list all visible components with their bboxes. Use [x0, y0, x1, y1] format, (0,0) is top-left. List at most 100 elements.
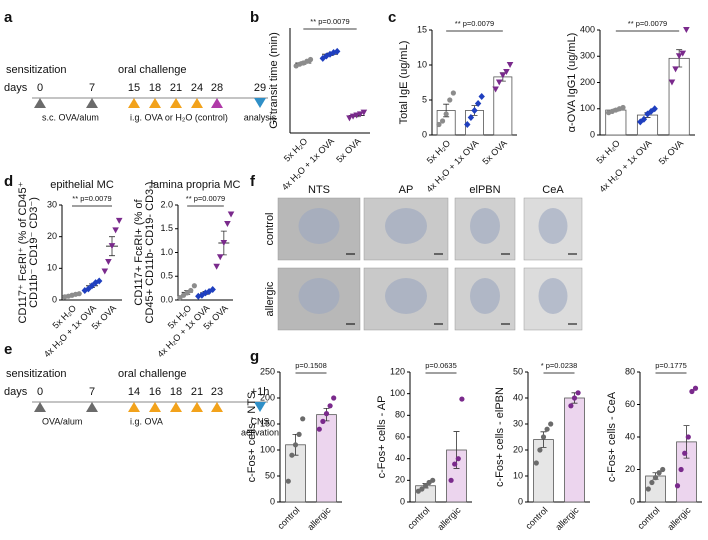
y-tick-label: 15 [417, 24, 427, 34]
y-tick-label: 0 [270, 496, 275, 506]
data-point [202, 289, 209, 297]
y-tick-label: 100 [390, 388, 405, 398]
data-point [575, 390, 581, 396]
category-label: control [635, 505, 661, 531]
category-label: 5x OVA [334, 136, 363, 165]
p-value: p=0.1508 [295, 361, 327, 370]
y-tick-label: 2.0 [160, 199, 173, 209]
day-label: 23 [211, 386, 223, 398]
y-tick-label: 0 [52, 294, 57, 304]
data-point [356, 111, 364, 118]
data-point [464, 121, 471, 128]
image-column-label: AP [399, 184, 414, 196]
data-point [105, 259, 112, 265]
data-point [307, 56, 314, 63]
micrograph-region [470, 208, 500, 244]
y-tick-label: 0 [630, 496, 635, 506]
p-value: ** p=0.0079 [186, 194, 225, 203]
day-label: 7 [89, 82, 95, 94]
y-axis-label: c-Fos+ cells - CeA [606, 391, 618, 482]
data-point [327, 403, 333, 409]
data-point [672, 66, 679, 73]
day-marker [191, 402, 203, 412]
data-point [447, 97, 453, 103]
y-axis-label: c-Fos+ cells - AP [376, 396, 388, 479]
y-tick-label: 0 [590, 129, 595, 139]
y-tick-label: 100 [580, 103, 595, 113]
day-marker [170, 402, 182, 412]
y-tick-label: 20 [513, 444, 523, 454]
data-point [450, 90, 456, 96]
category-label: control [405, 505, 431, 531]
data-point [540, 434, 547, 440]
data-point [289, 452, 295, 458]
timeline-title: oral challenge [118, 64, 187, 76]
y-tick-label: 0 [400, 496, 405, 506]
data-point [320, 418, 326, 424]
category-label: control [275, 505, 301, 531]
chart-title: lamina propria MC [151, 179, 241, 191]
data-point [349, 113, 357, 120]
y-axis-label: GI transit time (min) [268, 32, 280, 129]
data-point [640, 115, 648, 123]
y-tick-label: 1.0 [160, 247, 173, 257]
day-marker [254, 98, 266, 108]
data-point [675, 53, 683, 60]
data-point [439, 118, 446, 124]
data-point [537, 447, 543, 453]
y-tick-label: 10 [513, 470, 523, 480]
day-label: 0 [37, 386, 43, 398]
data-point [92, 279, 99, 287]
micrograph-region [385, 278, 427, 314]
mean-bar [564, 397, 585, 503]
data-point [188, 287, 194, 294]
panel-letter: b [250, 9, 259, 26]
chart-title: epithelial MC [50, 179, 114, 191]
y-axis-label: c-Fos+ cells - elPBN [494, 387, 506, 487]
y-tick-label: 5 [422, 94, 427, 104]
data-point [568, 403, 574, 409]
day-label: 7 [89, 386, 95, 398]
p-value: ** p=0.0079 [628, 19, 667, 28]
panel-letter: a [4, 9, 13, 26]
data-point [96, 277, 103, 285]
data-point [683, 27, 690, 33]
y-tick-label: 50 [265, 470, 275, 480]
data-point [499, 72, 507, 79]
data-point [224, 221, 231, 227]
day-marker [86, 402, 98, 412]
mean-bar [493, 76, 513, 136]
y-tick-label: 30 [513, 418, 523, 428]
y-tick-label: 80 [625, 366, 635, 376]
data-point [689, 388, 695, 395]
image-column-label: CeA [542, 184, 564, 196]
day-marker [211, 98, 223, 108]
timeline-note: i.g. OVA [130, 416, 163, 426]
data-point [645, 486, 651, 492]
data-point [419, 486, 425, 492]
p-value: ** p=0.0079 [72, 194, 111, 203]
y-tick-label: 40 [513, 392, 523, 402]
data-point [503, 69, 510, 75]
data-point [652, 475, 659, 481]
data-point [459, 396, 465, 402]
y-tick-label: 150 [260, 418, 275, 428]
data-point [334, 47, 341, 55]
data-point [209, 286, 216, 294]
micrograph-region [298, 278, 340, 314]
day-label: +1h [251, 386, 270, 398]
data-point [544, 426, 550, 432]
timeline-note: i.g. OVA or H₂O (control) [130, 112, 228, 122]
data-point [668, 79, 676, 86]
days-label: days [4, 386, 28, 398]
timeline-title: sensitization [6, 64, 67, 76]
data-point [331, 395, 337, 401]
timeline-note: OVA/alum [42, 416, 82, 426]
p-value: p=0.0635 [425, 361, 457, 370]
data-point [285, 478, 291, 484]
day-label: 29 [254, 82, 266, 94]
day-label: 14 [128, 386, 140, 398]
data-point [674, 483, 681, 489]
day-label: 18 [170, 386, 182, 398]
